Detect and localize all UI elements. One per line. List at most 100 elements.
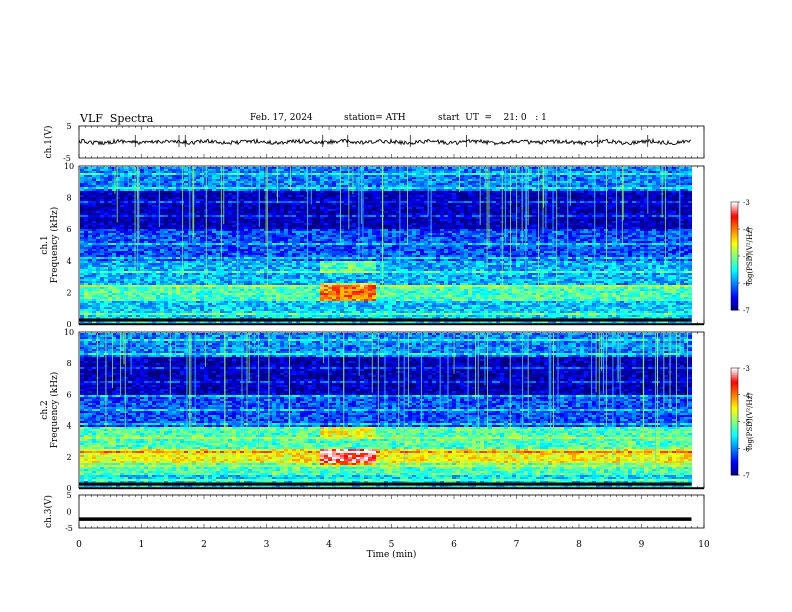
ch1-spectrogram-cell (472, 187, 476, 189)
ch1-spectrogram-cell (464, 197, 468, 199)
ch1-spectrogram-cell (84, 193, 88, 195)
ch1-spectrogram-cell (624, 179, 628, 181)
ch1-spectrogram-cell (576, 195, 580, 197)
ch1-spectrogram-cell (416, 177, 420, 179)
ch1-spectrogram-cell (416, 187, 420, 189)
ch1-spectrogram-cell (444, 189, 448, 191)
ch1-spectrogram-cell (584, 225, 588, 227)
ch1-spectrogram-cell (88, 173, 92, 175)
ch1-spectrogram-cell (560, 223, 564, 225)
ch1-spectrogram-cell (184, 201, 188, 203)
ch1-spectrogram-cell (444, 183, 448, 185)
ch1-spectrogram-cell (592, 183, 596, 185)
ch1-spectrogram-cell (504, 173, 508, 175)
ch1-spectrogram-cell (336, 193, 340, 195)
ch1-spectrogram-cell (228, 185, 232, 187)
ch1-spectrogram-cell (416, 207, 420, 209)
ch1-spectrogram-cell (640, 195, 644, 197)
ch1-spectrogram-cell (228, 193, 232, 195)
ch1-spectrogram-cell (496, 185, 500, 187)
ch1-spectrogram-cell (368, 219, 372, 221)
ch1-spectrogram-cell (240, 221, 244, 223)
ch1-spectrogram-cell (624, 197, 628, 199)
ch1-spectrogram-cell (296, 213, 300, 215)
ch1-spectrogram-cell (268, 205, 272, 207)
ch1-spectrogram-cell (604, 199, 608, 201)
ch1-spectrogram-cell (600, 175, 604, 177)
ch1-spectrogram-cell (424, 197, 428, 199)
ch1-spectrogram-cell (664, 167, 668, 169)
ch1-spectrogram-cell (328, 199, 332, 201)
ch1-spectrogram-cell (124, 201, 128, 203)
ch1-spectrogram-cell (396, 225, 400, 227)
ch1-spectrogram-cell (424, 207, 428, 209)
ch1-spectrogram-cell (440, 195, 444, 197)
ch1-spectrogram-cell (260, 221, 264, 223)
ch1-spectrogram-cell (504, 187, 508, 189)
ch1-spectrogram-cell (184, 209, 188, 211)
ch1-spectrogram-cell (420, 187, 424, 189)
ch1-spectrogram-cell (160, 225, 164, 227)
ch1-spectrogram-cell (436, 179, 440, 181)
ch1-spectrogram-cell (248, 207, 252, 209)
ch1-spectrogram-cell (440, 177, 444, 179)
ch1-spectrogram-cell (340, 169, 344, 171)
ch1-spectrogram-cell (96, 181, 100, 183)
ch1-spectrogram-cell (496, 189, 500, 191)
ch1-spectrogram-cell (160, 193, 164, 195)
ch1-spectrogram-cell (312, 177, 316, 179)
ch1-spectrogram-cell (504, 221, 508, 223)
ch1-spectrogram-cell (316, 225, 320, 227)
ch1-spectrogram-cell (252, 223, 256, 225)
ch1-spectrogram-cell (164, 171, 168, 173)
ch1-spectrogram-cell (616, 171, 620, 173)
ch1-spectrogram-cell (344, 187, 348, 189)
ch1-spectrogram-cell (184, 217, 188, 219)
ch1-spectrogram-cell (624, 201, 628, 203)
ch1-spectrogram-cell (384, 213, 388, 215)
ch1-spectrogram-cell (436, 221, 440, 223)
ch1-spectrogram-cell (568, 219, 572, 221)
ch1-spectrogram-cell (224, 215, 228, 217)
ch1-spectrogram-cell (124, 195, 128, 197)
ch1-spectrogram-cell (376, 203, 380, 205)
ch1-spectrogram-cell (496, 217, 500, 219)
ch1-spectrogram-cell (288, 205, 292, 207)
ch1-spectrogram-cell (328, 219, 332, 221)
ch1-spectrogram-cell (100, 205, 104, 207)
ch1-spectrogram-cell (640, 209, 644, 211)
ch1-spectrogram-cell (232, 171, 236, 173)
ch1-spectrogram-cell (684, 207, 688, 209)
ch1-spectrogram-cell (560, 187, 564, 189)
ch1-spectrogram-cell (384, 181, 388, 183)
ch1-spectrogram-cell (508, 171, 512, 173)
ch1-spectrogram-cell (448, 189, 452, 191)
ch1-spectrogram-cell (648, 205, 652, 207)
ch1-spectrogram-cell (296, 189, 300, 191)
ch1-spectrogram-cell (684, 185, 688, 187)
ch1-spectrogram-cell (436, 211, 440, 213)
ch1-spectrogram-cell (92, 197, 96, 199)
ch1-spectrogram-cell (600, 189, 604, 191)
ch1-spectrogram-cell (160, 175, 164, 177)
ch1-spectrogram-cell (276, 183, 280, 185)
ch1-spectrogram-cell (672, 169, 676, 171)
ch1-spectrogram-cell (576, 185, 580, 187)
ch1-spectrogram-cell (332, 211, 336, 213)
ch1-spectrogram-cell (176, 197, 180, 199)
ch1-spectrogram-cell (280, 193, 284, 195)
ch1-spectrogram-cell (404, 171, 408, 173)
ch1-spectrogram-cell (440, 225, 444, 227)
ch1-spectrogram-cell (332, 189, 336, 191)
ch1-spectrogram-cell (600, 191, 604, 193)
ch1-spectrogram-cell (116, 169, 120, 171)
ch1-spectrogram-cell (400, 187, 404, 189)
ch1-spectrogram-cell (172, 215, 176, 217)
ch1-spectrogram-cell (228, 187, 232, 189)
ch1-spectrogram-cell (652, 191, 656, 193)
ch1-spectrogram-cell (160, 219, 164, 221)
ch1-spectrogram-cell (664, 175, 668, 177)
ch1-spectrogram-cell (444, 209, 448, 211)
ch1-spectrogram-cell (400, 195, 404, 197)
ch1-spectrogram-cell (512, 209, 516, 211)
